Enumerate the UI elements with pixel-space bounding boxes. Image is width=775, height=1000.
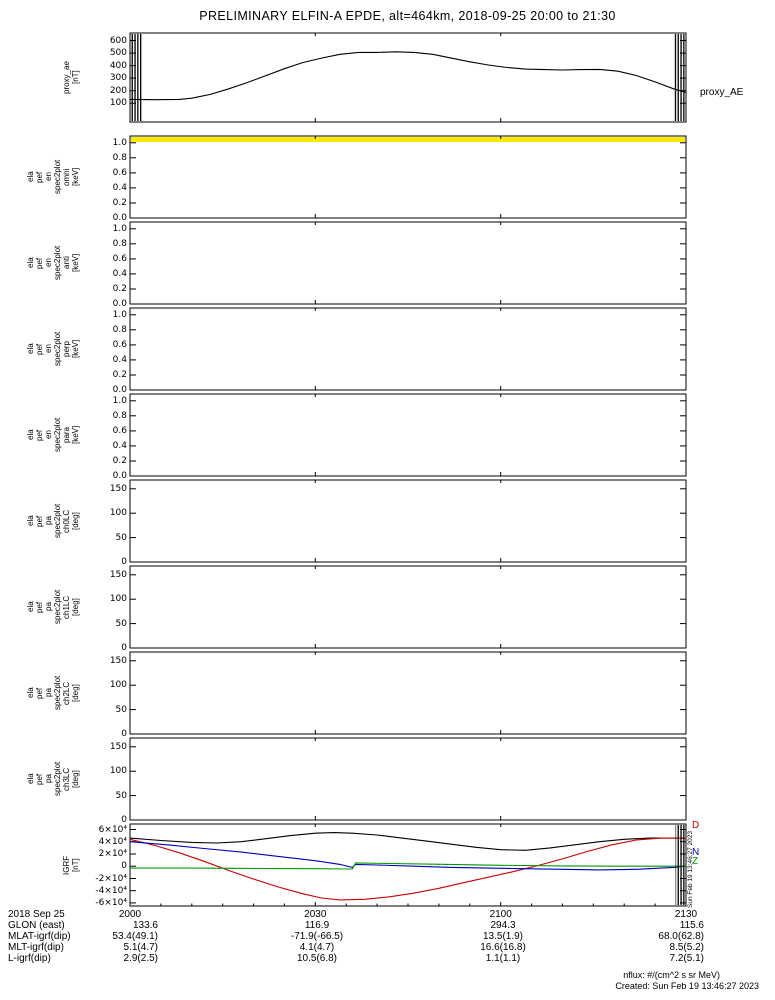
annotation-row-label: MLAT-igrf(dip) (8, 931, 71, 942)
y-tick-label-en_anti: 0.4 (112, 268, 127, 279)
y-axis-label-en_perp: ela pef en spec2plot perp [keV] (26, 331, 80, 367)
annotation-row-label: L-igrf(dip) (8, 953, 51, 964)
annotation-value: 8.5(5.2) (669, 942, 704, 953)
y-axis-label-en_anti: ela pef en spec2plot anti [keV] (26, 245, 80, 281)
y-tick-label-en_para: 0.2 (112, 456, 127, 466)
annotation-value: 68.0(62.8) (658, 931, 704, 942)
igrf-component-label-Z: Z (692, 856, 699, 867)
y-tick-label-pa_ch1lc: 100 (109, 594, 127, 605)
y-axis-label-pa_ch2lc: ela pef pa spec2plot ch2LC [deg] (26, 675, 80, 711)
annotation-value: 294.3 (490, 920, 516, 931)
annotation-row-label: GLON (east) (8, 920, 65, 931)
y-tick-label-pa_ch2lc: 0 (121, 729, 127, 739)
y-tick-label-pa_ch2lc: 150 (109, 655, 127, 666)
y-tick-label-en_anti: 1.0 (112, 223, 127, 234)
y-tick-label-pa_ch0lc: 50 (115, 532, 127, 543)
y-tick-label-pa_ch2lc: 100 (109, 680, 127, 691)
y-tick-label-en_omni: 0.4 (112, 182, 127, 193)
y-tick-label-pa_ch1lc: 50 (115, 618, 127, 629)
y-axis-label-en_para: ela pef en spec2plot para [keV] (26, 417, 80, 453)
y-tick-label-igrf: 6×10⁴ (98, 824, 127, 835)
y-tick-label-pa_ch0lc: 0 (121, 557, 127, 567)
y-tick-label-pa_ch3lc: 50 (115, 790, 127, 801)
annotation-value: 115.6 (679, 920, 704, 931)
annotation-value: 5.1(4.7) (123, 942, 158, 953)
y-tick-label-en_perp: 0.0 (112, 385, 127, 395)
y-tick-label-pa_ch3lc: 0 (121, 815, 127, 825)
date-label: 2018 Sep 25 (8, 909, 65, 920)
x-tick-label: 2130 (674, 909, 698, 920)
y-axis-label-igrf: IGRF [nT] (62, 855, 80, 875)
y-tick-label-en_anti: 0.8 (112, 238, 127, 249)
annotation-value: -71.9(-66.5) (290, 931, 344, 942)
page-title: PRELIMINARY ELFIN-A EPDE, alt=464km, 201… (199, 9, 616, 23)
annotation-value: 10.5(6.8) (296, 953, 338, 964)
y-tick-label-pa_ch0lc: 150 (109, 483, 127, 494)
side-timestamp: Sun Feb 19 13:46:27 2023 (687, 831, 694, 908)
created-timestamp: Created: Sun Feb 19 13:46:27 2023 (615, 981, 759, 991)
y-tick-label-en_anti: 0.2 (112, 284, 127, 294)
y-tick-label-proxy_ae: 600 (109, 35, 127, 46)
annotation-value: 7.2(5.1) (669, 953, 704, 964)
y-tick-label-en_anti: 0.6 (112, 253, 127, 264)
y-tick-label-en_omni: 0.0 (112, 213, 127, 223)
annotation-value: 13.5(1.9) (482, 931, 524, 942)
y-axis-label-pa_ch1lc: ela pef pa spec2plot ch1LC [deg] (26, 589, 80, 625)
y-tick-label-igrf: 0 (121, 861, 127, 872)
y-axis-label-proxy_ae: proxy_ae [nT] (62, 61, 80, 94)
y-tick-label-igrf: 4×10⁴ (98, 836, 127, 847)
y-tick-label-igrf: -2×10⁴ (95, 873, 127, 884)
y-tick-label-pa_ch3lc: 150 (109, 741, 127, 752)
y-tick-label-proxy_ae: 100 (109, 98, 127, 109)
igrf-component-label-D: D (692, 820, 700, 831)
y-tick-label-pa_ch2lc: 50 (115, 704, 127, 715)
annotation-value: 53.4(49.1) (112, 931, 158, 942)
y-tick-label-en_para: 0.6 (112, 425, 127, 436)
y-tick-label-en_perp: 0.2 (112, 370, 127, 380)
x-tick-label: 2100 (489, 909, 512, 920)
y-tick-label-en_omni: 1.0 (112, 137, 127, 148)
y-tick-label-en_para: 0.8 (112, 410, 127, 421)
x-tick-label: 2030 (304, 909, 327, 920)
y-tick-label-pa_ch1lc: 150 (109, 569, 127, 580)
y-tick-label-en_perp: 0.8 (112, 324, 127, 335)
igrf-component-label-N: N (692, 847, 700, 858)
annotation-value: 2.9(2.5) (123, 953, 158, 964)
y-axis-label-pa_ch3lc: ela pef pa spec2plot ch3LC [deg] (26, 761, 80, 797)
y-tick-label-igrf: -4×10⁴ (95, 885, 127, 896)
annotation-value: 1.1(1.1) (485, 953, 521, 964)
y-tick-label-proxy_ae: 400 (109, 60, 127, 71)
y-tick-label-pa_ch0lc: 100 (109, 508, 127, 519)
y-tick-label-en_perp: 1.0 (112, 309, 127, 320)
y-tick-label-pa_ch3lc: 100 (109, 766, 127, 777)
proxy-ae-right-label: proxy_AE (700, 87, 744, 98)
y-tick-label-proxy_ae: 300 (109, 73, 127, 84)
y-tick-label-igrf: 2×10⁴ (98, 849, 127, 859)
y-tick-label-en_omni: 0.8 (112, 152, 127, 163)
y-tick-label-en_para: 1.0 (112, 395, 127, 406)
x-tick-label: 2000 (118, 909, 142, 920)
annotation-value: 133.6 (132, 920, 158, 931)
annotation-value: 4.1(4.7) (299, 942, 335, 953)
annotation-row-label: MLT-igrf(dip) (8, 942, 64, 953)
annotation-value: 16.6(16.8) (480, 942, 526, 953)
y-tick-label-en_perp: 0.6 (112, 339, 127, 350)
y-axis-label-en_omni: ela pef en spec2plot omni [keV] (26, 159, 80, 195)
y-tick-label-en_perp: 0.4 (112, 354, 127, 365)
y-tick-label-pa_ch1lc: 0 (121, 643, 127, 653)
y-tick-label-igrf: -6×10⁴ (95, 897, 127, 908)
y-tick-label-proxy_ae: 500 (109, 48, 127, 59)
y-axis-label-pa_ch0lc: ela pef pa spec2plot ch0LC [deg] (26, 503, 80, 539)
y-tick-label-en_omni: 0.2 (112, 198, 127, 208)
nflux-units-note: nflux: #/(cm^2 s sr MeV) (623, 970, 720, 980)
y-tick-label-en_anti: 0.0 (112, 299, 127, 309)
y-tick-label-en_para: 0.4 (112, 440, 127, 451)
annotation-value: 116.9 (304, 920, 330, 931)
y-tick-label-en_omni: 0.6 (112, 167, 127, 178)
y-tick-label-proxy_ae: 200 (109, 85, 127, 96)
y-tick-label-en_para: 0.0 (112, 471, 127, 481)
